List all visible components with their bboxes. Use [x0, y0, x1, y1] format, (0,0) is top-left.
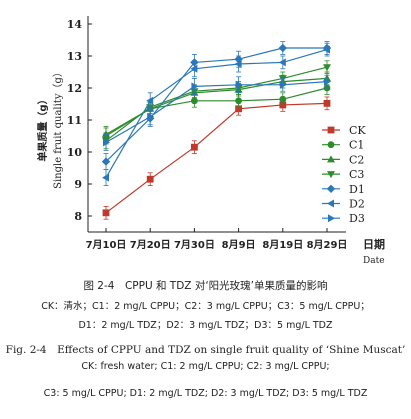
figure-title-cn: 图 2-4 CPPU 和 TDZ 对‘阳光玫瑰’单果质量的影响	[83, 280, 328, 292]
data-point-ck	[146, 175, 154, 183]
x-axis-label-en: Date	[363, 256, 385, 266]
legend-marker-d2	[327, 199, 334, 208]
legend-item-d1: D1	[322, 183, 365, 196]
data-point-d3	[191, 82, 199, 91]
series-d1	[101, 41, 332, 171]
legend-item-c2: C2	[322, 153, 364, 166]
data-point-d1	[278, 43, 287, 53]
series-line-d2	[105, 49, 328, 178]
figure-legend-cn-line1: CK：清水；C1：2 mg/L CPPU；C2：3 mg/L CPPU；C3：5…	[41, 301, 370, 312]
y-tick-label: 11	[67, 114, 82, 127]
legend-marker-c2	[327, 155, 335, 163]
legend-item-c1: C1	[322, 139, 364, 152]
legend-label-c1: C1	[349, 139, 364, 152]
data-point-d3	[235, 80, 243, 89]
series-d3	[103, 74, 331, 151]
data-point-d3	[147, 112, 155, 121]
y-tick-label: 9	[74, 178, 82, 191]
data-point-d1	[101, 157, 111, 166]
legend-label-d3: D3	[349, 212, 365, 225]
legend-marker-ck	[327, 126, 335, 134]
plot-area: 8 9 10 11 12 13 14 7月10日 7月20日 7月30日 8月9日 8月19日 8月29…	[36, 16, 385, 266]
figure-legend-en-line2: C3: 5 mg/L CPPU; D1: 2 mg/L TDZ; D2: 3 m…	[43, 388, 368, 399]
data-point-ck	[235, 105, 242, 113]
x-axis-label-cn: 日期	[363, 237, 385, 251]
data-point-ck	[102, 209, 110, 217]
series-line-c2	[105, 77, 328, 135]
x-tick-label: 8月19日	[262, 239, 303, 251]
data-point-d2	[234, 60, 242, 68]
series-line-d1	[105, 47, 327, 163]
legend-item-c3: C3	[322, 168, 364, 181]
y-tick-label: 10	[67, 146, 83, 159]
y-axis-label-cn: 单果质量（g）	[36, 94, 49, 161]
legend-label-d2: D2	[349, 198, 365, 211]
x-tick-label: 7月30日	[174, 239, 215, 251]
data-point-c1	[235, 97, 243, 105]
data-point-d3	[103, 138, 110, 147]
y-tick-label: 8	[74, 210, 82, 223]
data-point-d2	[190, 64, 198, 73]
series-layer	[101, 41, 332, 220]
data-point-ck	[191, 143, 198, 151]
x-tick-label: 7月20日	[130, 239, 171, 251]
series-line-ck	[105, 102, 328, 214]
legend-marker-c1	[327, 141, 335, 149]
legend-label-c3: C3	[349, 168, 364, 181]
legend-item-d2: D2	[322, 198, 365, 211]
data-point-c1	[279, 95, 287, 103]
y-tick-label: 14	[67, 18, 83, 31]
x-tick-label: 7月10日	[86, 239, 127, 251]
series-line-d3	[105, 81, 328, 143]
data-point-d2	[102, 173, 109, 182]
data-point-d3	[324, 77, 331, 86]
data-point-d2	[146, 96, 154, 105]
legend-item-d3: D3	[322, 212, 365, 225]
y-tick-label: 13	[67, 50, 82, 63]
data-point-c3	[323, 64, 331, 72]
figure-title-en: Fig. 2-4 Effects of CPPU and TDZ on sing…	[5, 344, 406, 356]
data-point-d2	[323, 45, 330, 54]
x-tick-label: 8月29日	[307, 239, 348, 251]
legend-marker-d1	[326, 184, 336, 193]
chart-svg: 8 9 10 11 12 13 14 7月10日 7月20日 7月30日 8月9日 8月19日 8月29…	[36, 16, 385, 266]
x-tick-label: 8月9日	[222, 239, 256, 251]
legend-label-ck: CK	[349, 124, 366, 137]
figure-legend-cn-line2: D1：2 mg/L TDZ；D2：3 mg/L TDZ；D3：5 mg/L TD…	[78, 320, 333, 331]
data-point-d2	[278, 58, 286, 67]
data-point-d3	[279, 80, 287, 89]
y-tick-label: 12	[67, 82, 82, 95]
legend-marker-c3	[327, 171, 335, 179]
series-ck	[102, 96, 331, 220]
legend-label-c2: C2	[349, 153, 364, 166]
legend-item-ck: CK	[322, 124, 366, 137]
y-axis-label-en: Single fruit quality（g）	[52, 67, 64, 189]
legend-marker-d3	[328, 214, 335, 223]
legend-label-d1: D1	[349, 183, 365, 196]
series-d2	[102, 42, 330, 187]
figure-legend-en-line1: CK: fresh water; C1: 2 mg/L CPPU; C2: 3 …	[81, 361, 330, 372]
data-point-ck	[323, 99, 331, 107]
